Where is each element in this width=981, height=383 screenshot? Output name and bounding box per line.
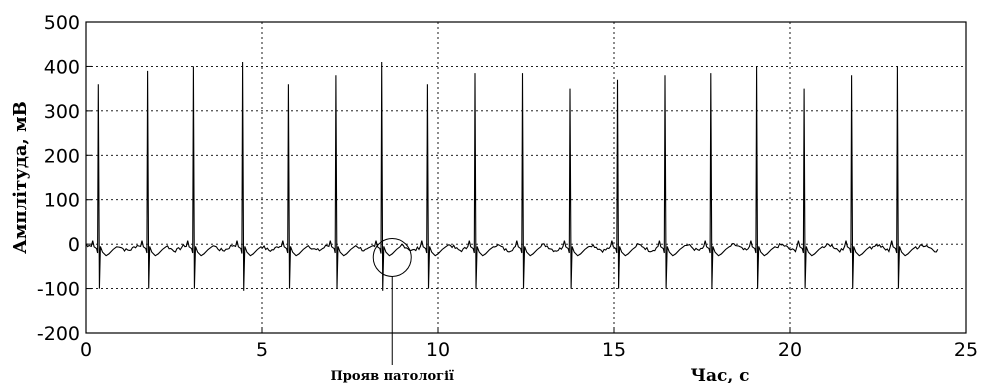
y-tick-label: 200 [44, 145, 80, 167]
ecg-signal-line [85, 61, 939, 291]
x-tick-label: 20 [778, 339, 802, 361]
y-tick-label: 100 [44, 190, 80, 212]
y-axis-label: Амплітуда, мВ [10, 101, 31, 254]
y-tick-label: -200 [37, 323, 80, 345]
x-tick-label: 25 [954, 339, 978, 361]
grid-lines [86, 22, 966, 333]
x-axis-label: Час, с [690, 366, 749, 383]
x-tick-label: 15 [602, 339, 626, 361]
y-tick-label: 0 [68, 234, 80, 256]
plot-frame [85, 21, 967, 334]
pathology-annotation: Прояв патології [330, 369, 454, 383]
y-tick-label: 400 [44, 56, 80, 78]
y-tick-label: -100 [37, 279, 80, 301]
x-tick-labels: 0 5 10 15 20 25 [80, 327, 978, 361]
y-tick-label: 500 [44, 12, 80, 34]
x-tick-label: 0 [80, 339, 92, 361]
y-tick-label: 300 [44, 101, 80, 123]
y-tick-labels: -200 -100 0 100 200 300 400 500 [37, 12, 92, 345]
x-tick-label: 5 [256, 339, 268, 361]
x-tick-label: 10 [426, 339, 450, 361]
